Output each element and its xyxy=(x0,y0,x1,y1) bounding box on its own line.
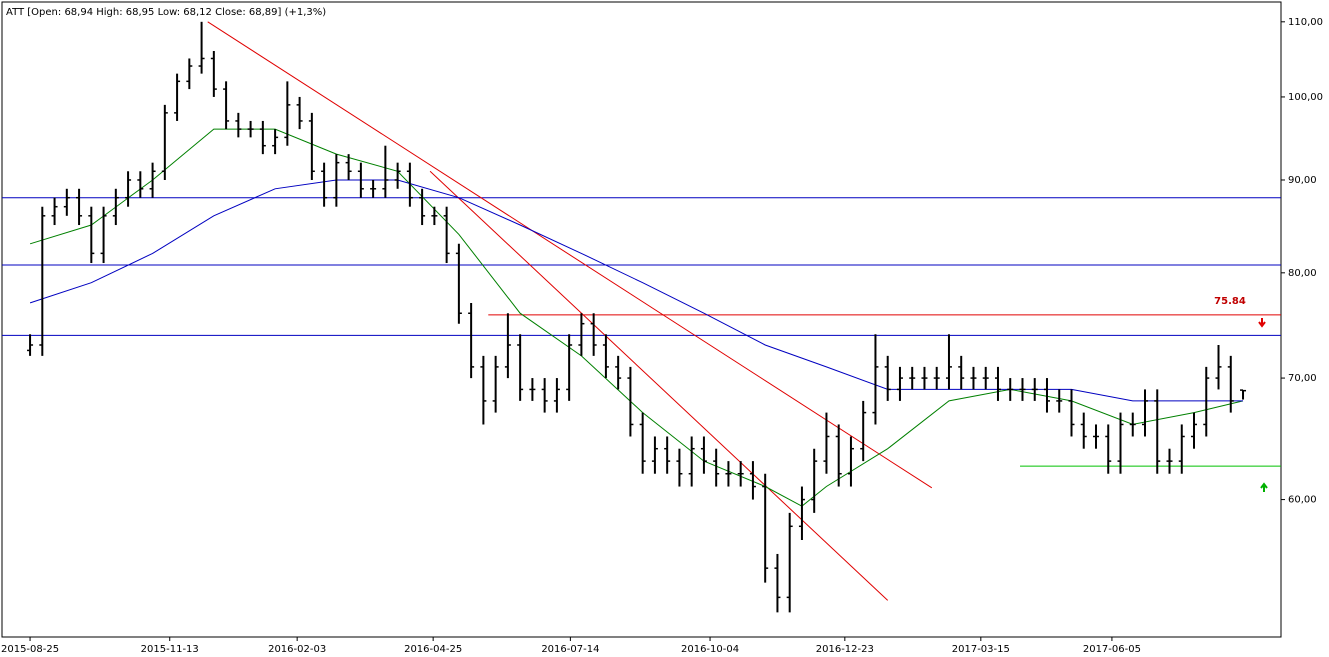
y-tick-label: 60,00 xyxy=(1288,495,1317,506)
y-tick-label: 100,00 xyxy=(1288,92,1323,103)
x-tick-label: 2016-12-23 xyxy=(816,644,874,655)
down-arrow xyxy=(1258,318,1266,328)
x-tick-label: 2015-11-13 xyxy=(141,644,199,655)
trend-line xyxy=(429,170,889,601)
x-tick-label: 2016-07-14 xyxy=(541,644,599,655)
x-tick-label: 2016-02-03 xyxy=(268,644,326,655)
moving-average xyxy=(29,128,1244,507)
chart-title: ATT [Open: 68,94 High: 68,95 Low: 68,12 … xyxy=(6,7,326,18)
y-tick-label: 80,00 xyxy=(1288,268,1317,279)
y-tick-label: 70,00 xyxy=(1288,373,1317,384)
up-arrow xyxy=(1260,482,1268,492)
x-tick-label: 2016-04-25 xyxy=(404,644,462,655)
x-tick-label: 2017-03-15 xyxy=(952,644,1010,655)
plot-frame xyxy=(1,1,1282,638)
moving-average xyxy=(29,179,1243,402)
level-label: 75.84 xyxy=(1214,296,1246,307)
y-tick-label: 110,00 xyxy=(1288,17,1323,28)
x-tick-label: 2016-10-04 xyxy=(681,644,739,655)
trend-line xyxy=(207,21,933,489)
y-tick-label: 90,00 xyxy=(1288,175,1317,186)
x-tick-label: 2015-08-25 xyxy=(1,644,59,655)
x-tick-label: 2017-06-05 xyxy=(1083,644,1141,655)
